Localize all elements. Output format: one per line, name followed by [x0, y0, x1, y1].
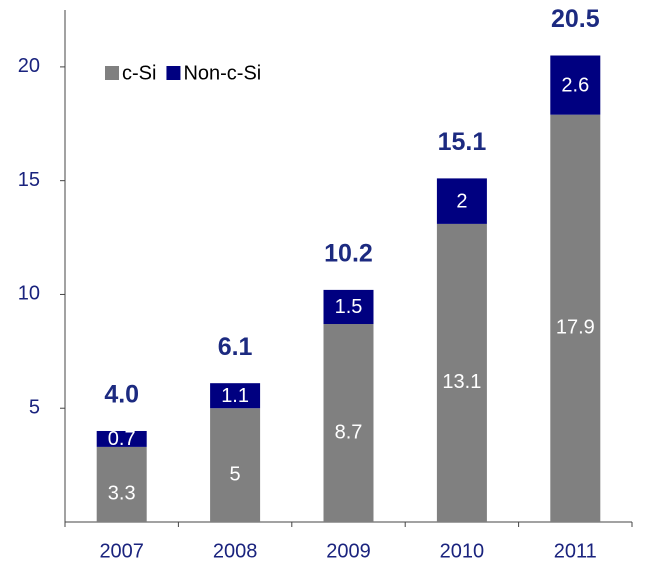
- bar-segment: [323, 324, 374, 522]
- bar-value-label: 13.1: [442, 371, 481, 393]
- bar-value-label: 1.1: [221, 385, 249, 407]
- total-label: 10.2: [324, 240, 373, 268]
- y-tick-label: 15: [18, 169, 40, 191]
- bar-segment: [210, 383, 261, 409]
- bar-segment: [550, 55, 601, 115]
- y-tick-label: 20: [18, 55, 40, 77]
- y-tick-label: 5: [29, 397, 40, 419]
- bar-segment: [436, 223, 487, 522]
- legend-swatch: [105, 66, 119, 80]
- bar-segment: [96, 446, 147, 522]
- bar-segment: [323, 289, 374, 325]
- bar-value-label: 0.7: [108, 428, 136, 450]
- bar-value-label: 5: [230, 463, 241, 485]
- total-label: 6.1: [218, 333, 253, 361]
- legend-label: Non-c-Si: [183, 62, 261, 84]
- bar-segment: [96, 430, 147, 447]
- legend-swatch: [166, 66, 181, 80]
- x-tick-label: 2010: [440, 540, 485, 562]
- bar-value-label: 2.6: [561, 74, 589, 96]
- x-tick-label: 2009: [326, 540, 371, 562]
- bar-segment: [550, 114, 601, 523]
- x-tick-label: 2011: [554, 540, 597, 562]
- x-tick-label: 2007: [99, 540, 144, 562]
- y-tick-label: 10: [18, 283, 40, 305]
- bar-value-label: 17.9: [556, 317, 595, 339]
- bar-value-label: 1.5: [335, 296, 363, 318]
- bar-value-label: 8.7: [335, 421, 363, 443]
- bar-segment: [210, 408, 261, 522]
- total-label: 4.0: [104, 381, 139, 409]
- bar-segment: [436, 178, 487, 224]
- legend-label: c-Si: [122, 62, 156, 84]
- total-label: 20.5: [551, 5, 600, 33]
- total-label: 15.1: [438, 128, 487, 156]
- bar-value-label: 3.3: [108, 483, 136, 505]
- bar-value-label: 2: [456, 190, 467, 212]
- x-tick-label: 2008: [213, 540, 258, 562]
